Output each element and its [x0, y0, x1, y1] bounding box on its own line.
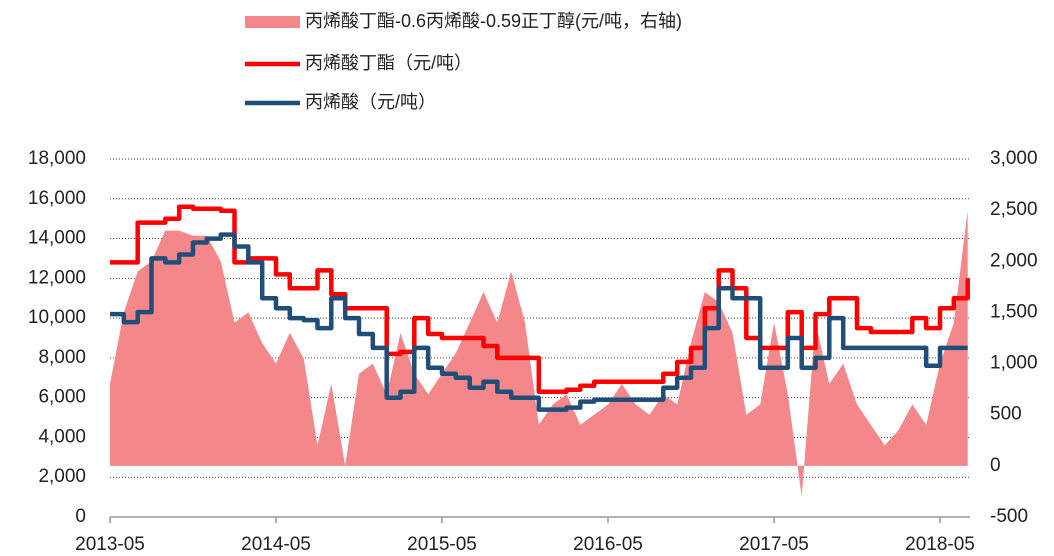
y-tick-label: 14,000	[28, 228, 86, 249]
y2-tick-label: -500	[990, 506, 1028, 527]
x-tick-label: 2017-05	[739, 534, 809, 555]
legend-label: 丙烯酸（元/吨）	[305, 92, 436, 112]
legend-label: 丙烯酸丁酯（元/吨）	[305, 53, 472, 73]
y2-tick-label: 2,000	[990, 250, 1038, 271]
y-tick-label: 2,000	[38, 466, 86, 487]
legend-label: 丙烯酸丁酯-0.6丙烯酸-0.59正丁醇(元/吨，右轴)	[305, 11, 682, 31]
y-tick-label: 8,000	[38, 347, 86, 368]
legend-swatch	[245, 16, 300, 28]
y-tick-label: 16,000	[28, 188, 86, 209]
x-tick-label: 2014-05	[241, 534, 311, 555]
y2-tick-label: 0	[990, 455, 1001, 476]
x-tick-label: 2016-05	[573, 534, 643, 555]
y-tick-label: 6,000	[38, 387, 86, 408]
y-tick-label: 10,000	[28, 307, 86, 328]
spread-area	[110, 210, 968, 497]
price-line	[110, 204, 970, 394]
y-tick-label: 12,000	[28, 267, 86, 288]
y-tick-label: 4,000	[38, 426, 86, 447]
y-tick-label: 0	[75, 506, 86, 527]
price-line	[110, 232, 968, 412]
x-tick-label: 2013-05	[75, 534, 145, 555]
x-tick-label: 2015-05	[407, 534, 477, 555]
y2-tick-label: 2,500	[990, 199, 1038, 220]
y2-tick-label: 1,000	[990, 353, 1038, 374]
y2-tick-label: 500	[990, 404, 1022, 425]
y-tick-label: 18,000	[28, 148, 86, 169]
x-tick-label: 2018-05	[905, 534, 975, 555]
y2-tick-label: 1,500	[990, 301, 1038, 322]
y2-tick-label: 3,000	[990, 148, 1038, 169]
